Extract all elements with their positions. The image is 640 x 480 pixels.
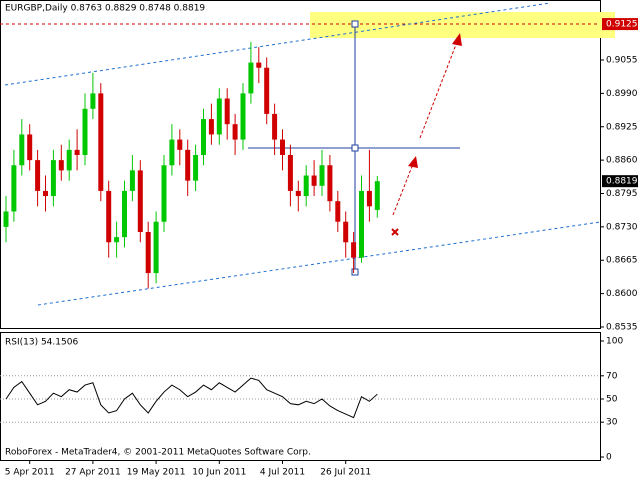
candle-body xyxy=(74,149,80,155)
candle-body xyxy=(145,231,151,274)
arrow-head xyxy=(408,156,418,168)
candle-body xyxy=(177,139,183,150)
rsi-frame xyxy=(0,332,601,461)
y-tick-label: 0.8925 xyxy=(606,122,638,132)
x-tick-label: 27 Apr 2011 xyxy=(65,468,121,478)
y-tick-label: 0.9055 xyxy=(606,56,638,66)
x-tick-label: 19 May 2011 xyxy=(127,468,186,478)
price-tag-bg xyxy=(602,175,638,188)
candle-body xyxy=(374,181,380,210)
handle xyxy=(351,268,359,276)
candle-body xyxy=(114,237,120,243)
y-tick-label: 0.8990 xyxy=(606,89,638,99)
candle-body xyxy=(201,119,206,155)
candle-body xyxy=(98,93,104,191)
candle-body xyxy=(343,221,349,243)
candle-body xyxy=(280,139,285,155)
y-tick-label: 0.8535 xyxy=(606,322,638,332)
candle-body xyxy=(311,175,317,186)
candle-body xyxy=(248,62,254,94)
y-tick-label: 0.8730 xyxy=(606,222,638,232)
candle-body xyxy=(366,190,372,207)
x-tick-label: 10 Jun 2011 xyxy=(192,468,246,478)
stop-mark xyxy=(391,228,399,236)
footer: RoboForex - MetaTrader4, © 2001-2011 Met… xyxy=(5,448,311,458)
handle xyxy=(351,20,359,28)
candle-body xyxy=(264,67,270,114)
candle-body xyxy=(208,119,214,135)
price-tag: 0.8819 xyxy=(606,177,638,187)
y-tick-label: 0.8600 xyxy=(606,289,638,299)
rsi-tick-label: 30 xyxy=(606,418,618,428)
candle-body xyxy=(327,165,333,202)
x-tick-label: 26 Jul 2011 xyxy=(320,468,371,478)
candle-body xyxy=(216,98,222,135)
channel-upper xyxy=(4,2,551,86)
candle-body xyxy=(256,62,262,68)
candle-body xyxy=(27,134,33,161)
candle-body xyxy=(193,154,199,181)
main-frame xyxy=(0,0,601,329)
candle-body xyxy=(129,170,135,191)
rsi-tick-label: 70 xyxy=(606,371,618,381)
candle-body xyxy=(122,190,127,238)
candle-body xyxy=(303,175,309,197)
rsi-tick-label: 50 xyxy=(606,395,618,405)
handle xyxy=(351,144,359,152)
candle-body xyxy=(351,242,357,258)
level-tag: 0.9125 xyxy=(606,20,638,30)
x-tick-label: 5 Apr 2011 xyxy=(5,468,55,478)
level-tag-bg xyxy=(602,18,638,31)
candle-body xyxy=(272,113,278,140)
y-tick-label: 0.8795 xyxy=(606,189,638,199)
candle-body xyxy=(19,134,25,166)
forecast-arrow xyxy=(419,41,458,139)
candle-body xyxy=(224,98,230,125)
candle-body xyxy=(106,190,112,243)
rsi-tick-label: 100 xyxy=(606,337,623,347)
candle-body xyxy=(35,160,41,191)
candle-body xyxy=(295,190,301,197)
arrow-head xyxy=(452,33,462,46)
candle-body xyxy=(66,149,72,171)
candle-body xyxy=(169,139,175,166)
candle-body xyxy=(82,108,88,155)
candle-body xyxy=(90,93,96,109)
candle-body xyxy=(153,221,159,274)
candle-body xyxy=(232,124,238,140)
rsi-tick-label: 0 xyxy=(606,453,612,463)
candle-body xyxy=(287,154,293,191)
candle-body xyxy=(335,201,341,222)
candle-body xyxy=(3,211,9,227)
candle-body xyxy=(319,165,325,186)
candle-body xyxy=(58,160,64,171)
rsi-line xyxy=(5,377,378,419)
indicator-title: RSI(13) 54.1506 xyxy=(5,338,78,348)
chart-header: EURGBP,Daily 0.8763 0.8829 0.8748 0.8819 xyxy=(5,4,205,14)
candle-body xyxy=(359,190,364,258)
candle-body xyxy=(137,170,143,232)
forecast-arrow xyxy=(392,163,414,216)
x-tick-label: 4 Jul 2011 xyxy=(260,468,305,478)
candle-body xyxy=(43,190,48,197)
y-tick-label: 0.8665 xyxy=(606,256,638,266)
candle-body xyxy=(50,160,56,197)
channel-lower xyxy=(37,221,601,306)
candle-body xyxy=(11,165,17,212)
candle-body xyxy=(161,165,167,222)
y-tick-label: 0.8860 xyxy=(606,156,638,166)
candle-body xyxy=(240,93,246,140)
candle-body xyxy=(185,149,191,181)
